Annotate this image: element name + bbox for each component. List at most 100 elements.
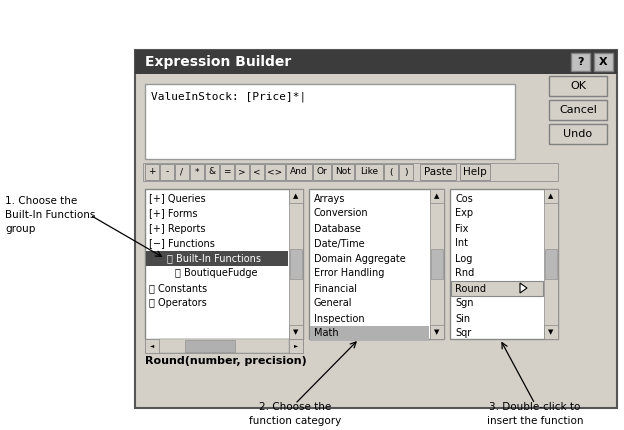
Bar [289, 189, 303, 203]
Text: -: - [165, 168, 168, 176]
Text: Cos: Cos [455, 194, 473, 203]
Bar [235, 164, 249, 180]
Bar [143, 163, 558, 181]
Text: Not: Not [335, 168, 351, 176]
Bar [159, 339, 289, 353]
Bar [430, 189, 444, 203]
Text: ▼: ▼ [434, 329, 440, 335]
Bar [220, 164, 234, 180]
Text: Help: Help [463, 167, 487, 177]
Text: Undo: Undo [563, 129, 593, 139]
Text: /: / [180, 168, 183, 176]
Text: ►: ► [294, 344, 298, 348]
Bar [205, 164, 219, 180]
Bar [135, 50, 617, 74]
Text: ▲: ▲ [548, 193, 553, 199]
Text: Sin: Sin [455, 313, 470, 323]
Bar [250, 164, 264, 180]
Text: X: X [599, 57, 608, 67]
Bar [185, 340, 235, 352]
Text: Cancel: Cancel [559, 105, 597, 115]
Bar [145, 164, 159, 180]
Bar [135, 50, 617, 408]
Text: [+] Forms: [+] Forms [149, 209, 198, 218]
Text: Inspection: Inspection [314, 313, 364, 323]
Text: OK: OK [570, 81, 586, 91]
Bar [450, 189, 558, 339]
Bar [310, 326, 429, 341]
Text: Domain Aggregate: Domain Aggregate [314, 254, 406, 264]
Text: [+] Reports: [+] Reports [149, 224, 205, 233]
Bar [145, 339, 303, 353]
Text: Date/Time: Date/Time [314, 239, 364, 249]
Text: Fix: Fix [455, 224, 469, 233]
Bar [544, 325, 558, 339]
Text: >: > [238, 168, 246, 176]
Bar [399, 164, 413, 180]
Text: Or: Or [316, 168, 328, 176]
Text: 📂 Built-In Functions: 📂 Built-In Functions [167, 254, 261, 264]
Text: Expression Builder: Expression Builder [145, 55, 291, 69]
Bar [594, 53, 613, 71]
Bar [549, 100, 607, 120]
Bar [430, 325, 444, 339]
Bar [145, 84, 515, 159]
Text: ▼: ▼ [293, 329, 299, 335]
Text: 📁 Operators: 📁 Operators [149, 298, 207, 308]
Polygon shape [520, 283, 527, 293]
Bar [549, 124, 607, 144]
Bar [175, 164, 189, 180]
Text: <: < [253, 168, 261, 176]
Text: Financial: Financial [314, 283, 357, 294]
Bar [265, 164, 285, 180]
Bar [460, 164, 490, 180]
Bar [290, 249, 302, 279]
Bar [431, 249, 443, 279]
Text: And: And [290, 168, 308, 176]
Bar [145, 339, 159, 353]
Text: *: * [195, 168, 199, 176]
Text: Sqr: Sqr [455, 329, 471, 338]
Bar [160, 164, 174, 180]
Text: Conversion: Conversion [314, 209, 369, 218]
Text: ▲: ▲ [293, 193, 299, 199]
Text: ▲: ▲ [434, 193, 440, 199]
Bar [544, 189, 558, 339]
Text: 3. Double-click to
insert the function: 3. Double-click to insert the function [487, 402, 583, 426]
Text: Math: Math [314, 329, 339, 338]
Bar [420, 164, 456, 180]
Bar [355, 164, 383, 180]
Text: (: ( [389, 168, 392, 176]
Bar [141, 353, 611, 369]
Bar [190, 164, 204, 180]
Text: 2. Choose the
function category: 2. Choose the function category [249, 402, 341, 426]
Text: 📁 BoutiqueFudge: 📁 BoutiqueFudge [175, 268, 258, 279]
Text: ): ) [404, 168, 407, 176]
Bar [289, 339, 303, 353]
Text: Round(number, precision): Round(number, precision) [145, 356, 307, 366]
Text: Exp: Exp [455, 209, 473, 218]
Bar [332, 164, 354, 180]
Bar [146, 251, 288, 266]
Text: ValueInStock: [Price]*|: ValueInStock: [Price]*| [151, 92, 306, 102]
Text: General: General [314, 298, 353, 308]
Text: Error Handling: Error Handling [314, 268, 384, 279]
Bar [549, 76, 607, 96]
Text: Int: Int [455, 239, 468, 249]
Text: Sgn: Sgn [455, 298, 474, 308]
Text: <>: <> [267, 168, 283, 176]
Bar [571, 53, 590, 71]
Bar [451, 281, 543, 296]
Text: ?: ? [577, 57, 583, 67]
Text: Database: Database [314, 224, 361, 233]
Bar [384, 164, 398, 180]
Text: &: & [208, 168, 215, 176]
Text: +: + [149, 168, 156, 176]
Bar [289, 189, 303, 339]
Text: [−] Functions: [−] Functions [149, 239, 215, 249]
Text: Rnd: Rnd [455, 268, 474, 279]
Text: Like: Like [360, 168, 378, 176]
Text: Arrays: Arrays [314, 194, 345, 203]
Text: [+] Queries: [+] Queries [149, 194, 206, 203]
Bar [544, 189, 558, 203]
